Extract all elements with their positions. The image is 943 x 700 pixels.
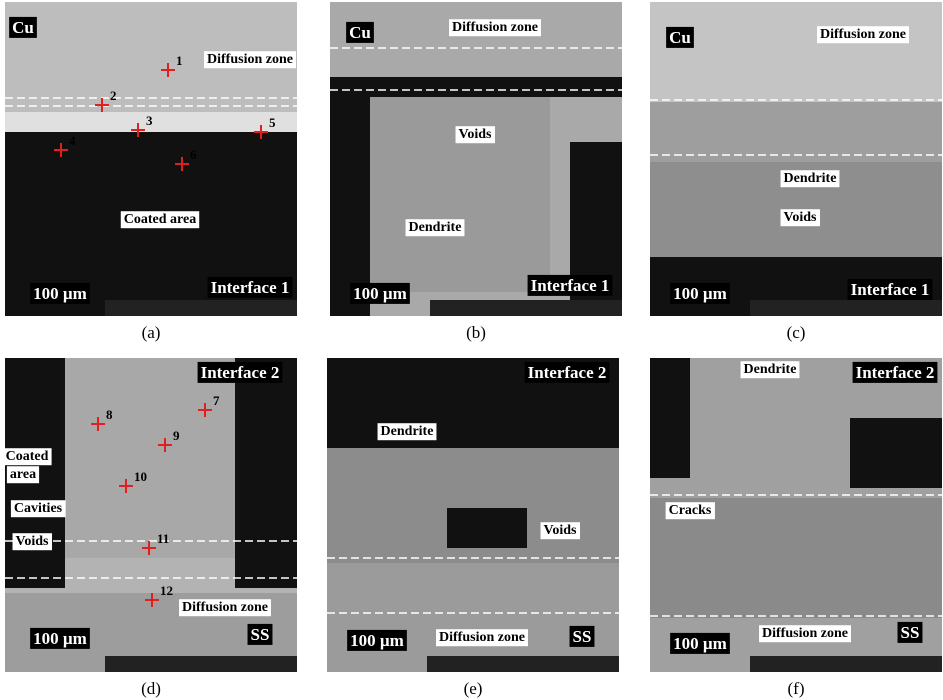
point-label: 11 xyxy=(157,531,169,546)
annotation: Interface 1 xyxy=(211,278,290,297)
info-bar xyxy=(105,656,297,672)
point-label: 6 xyxy=(190,147,197,162)
annotation: Voids xyxy=(459,127,493,142)
point-label: 1 xyxy=(176,53,183,68)
annotation: Diffusion zone xyxy=(439,630,525,645)
point-label: 10 xyxy=(134,469,147,484)
annotation: Voids xyxy=(16,534,50,549)
annotation: Voids xyxy=(544,523,578,538)
caption: (f) xyxy=(788,679,805,698)
annotation: Cu xyxy=(349,23,371,42)
point-label: 3 xyxy=(146,113,153,128)
annotation: Cu xyxy=(669,28,691,47)
annotation: Interface 1 xyxy=(531,276,610,295)
annotation: SS xyxy=(573,627,592,646)
annotation: Diffusion zone xyxy=(182,600,268,615)
annotation: Cu xyxy=(12,18,34,37)
annotation: SS xyxy=(251,625,270,644)
annotation: Coated xyxy=(6,449,49,464)
point-label: 2 xyxy=(110,88,117,103)
annotation: Cavities xyxy=(14,501,63,516)
annotation: Diffusion zone xyxy=(762,626,848,641)
info-bar xyxy=(427,656,619,672)
dark-region xyxy=(330,77,622,97)
region xyxy=(650,102,942,162)
annotation: Interface 2 xyxy=(528,363,607,382)
annotation: Diffusion zone xyxy=(207,52,293,67)
dark-region xyxy=(447,508,527,548)
caption: (e) xyxy=(464,679,483,698)
caption: (a) xyxy=(142,323,161,342)
dark-region xyxy=(850,418,942,488)
annotation: Diffusion zone xyxy=(452,20,538,35)
annotation: Dendrite xyxy=(381,424,434,439)
annotation: 100 µm xyxy=(353,284,407,303)
dark-region xyxy=(650,358,690,478)
panel: Cu Diffusion zone Voids Dendrite 100 µm Inter… xyxy=(330,2,622,316)
caption: (d) xyxy=(141,679,161,698)
annotation: 100 µm xyxy=(350,631,404,650)
annotation: Dendrite xyxy=(409,220,462,235)
point-label: 8 xyxy=(106,407,113,422)
region xyxy=(327,563,619,672)
panel: Interface 2 Coated area Cavities Voids Diffus… xyxy=(3,358,297,672)
info-bar xyxy=(430,300,622,316)
info-bar xyxy=(105,300,297,316)
annotation: area xyxy=(10,467,36,482)
annotation: Coated area xyxy=(124,212,196,227)
caption: (c) xyxy=(787,323,806,342)
annotation: Cracks xyxy=(669,503,712,518)
point-label: 7 xyxy=(213,393,220,408)
annotation: 100 µm xyxy=(33,629,87,648)
annotation: Dendrite xyxy=(744,362,797,377)
annotation: SS xyxy=(901,623,920,642)
figure: CuDiffusion zoneCoated area100 µmInterfa… xyxy=(0,0,943,700)
annotation: 100 µm xyxy=(673,284,727,303)
dark-region xyxy=(235,358,297,588)
annotation: Interface 2 xyxy=(856,363,935,382)
caption: (b) xyxy=(466,323,486,342)
panel: Interface 2 Dendrite Voids Diffusion zone 10… xyxy=(327,358,619,672)
region xyxy=(370,92,550,292)
info-bar xyxy=(750,656,942,672)
annotation: Voids xyxy=(784,210,818,225)
point-label: 5 xyxy=(269,115,276,130)
panel: Dendrite Interface 2 Cracks Diffusion zone 1… xyxy=(650,358,942,672)
info-bar xyxy=(750,300,942,316)
annotation: Dendrite xyxy=(784,171,837,186)
point-label: 9 xyxy=(173,428,180,443)
panel: Cu Diffusion zone Dendrite Voids 100 µm Inter… xyxy=(650,2,942,316)
annotation: 100 µm xyxy=(33,284,87,303)
panel: Cu Diffusion zone Coated area 100 µm Interfa… xyxy=(5,2,297,316)
point-label: 12 xyxy=(160,583,173,598)
point-label: 4 xyxy=(69,133,76,148)
annotation: Interface 1 xyxy=(851,280,930,299)
annotation: 100 µm xyxy=(673,634,727,653)
region xyxy=(65,358,235,558)
annotation: Interface 2 xyxy=(201,363,280,382)
annotation: Diffusion zone xyxy=(820,27,906,42)
